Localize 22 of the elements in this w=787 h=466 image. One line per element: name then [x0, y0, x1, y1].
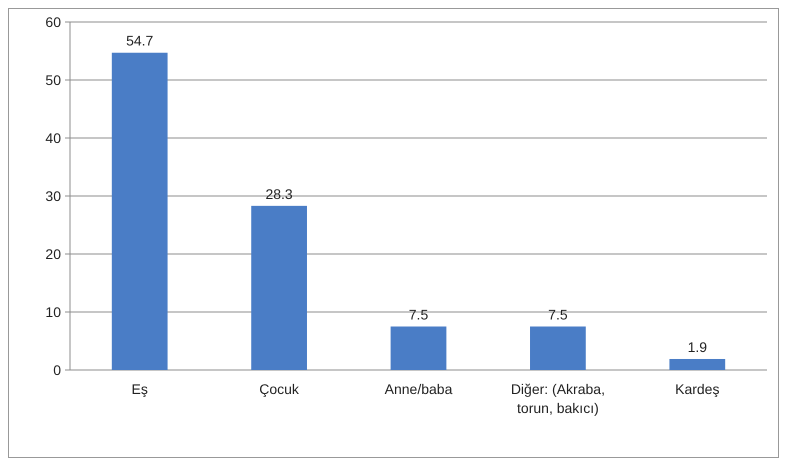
bar: [390, 326, 446, 370]
y-tick-label: 0: [53, 362, 62, 378]
bar: [669, 358, 726, 370]
x-tick-label: Kardeş: [675, 381, 720, 397]
y-tick-label: 10: [45, 304, 62, 320]
x-tick-label: Eş: [132, 381, 148, 397]
bar: [530, 326, 586, 370]
y-tick-label: 30: [45, 188, 62, 204]
bar: [112, 52, 168, 370]
bar: [251, 206, 307, 370]
x-tick-label: Çocuk: [259, 381, 300, 397]
y-tick-label: 50: [45, 72, 62, 88]
y-tick-label: 60: [45, 14, 62, 30]
data-label: 28.3: [265, 186, 293, 202]
y-tick-label: 40: [45, 130, 62, 146]
x-tick-label: Anne/baba: [384, 381, 453, 397]
data-label: 1.9: [688, 338, 708, 355]
data-label: 7.5: [548, 306, 568, 322]
x-tick-label: Diğer: (Akraba, torun, bakıcı): [510, 381, 605, 416]
data-label: 7.5: [408, 306, 428, 322]
data-label: 54.7: [126, 32, 154, 49]
y-tick-label: 20: [45, 246, 62, 262]
